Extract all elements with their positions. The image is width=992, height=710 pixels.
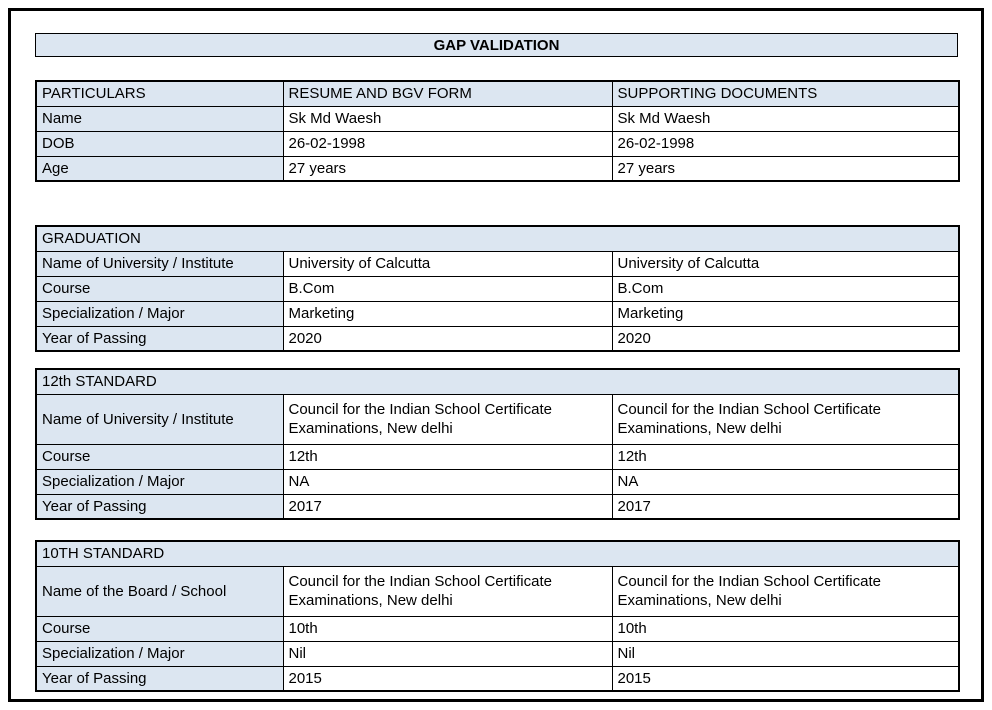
table-row-name: Name Sk Md Waesh Sk Md Waesh xyxy=(35,105,960,132)
value-cell: 10th xyxy=(611,615,960,642)
header-cell-supporting: SUPPORTING DOCUMENTS xyxy=(611,80,960,107)
label-cell: Name xyxy=(35,105,284,132)
table-row-university: Name of University / Institute Universit… xyxy=(35,250,960,277)
value-cell: Sk Md Waesh xyxy=(282,105,613,132)
value-cell: 2020 xyxy=(611,325,960,352)
page-title-text: GAP VALIDATION xyxy=(433,36,560,54)
table-row-specialization: Specialization / Major Marketing Marketi… xyxy=(35,300,960,327)
label-cell: Year of Passing xyxy=(35,665,284,692)
label-cell: DOB xyxy=(35,130,284,157)
label-cell: Specialization / Major xyxy=(35,640,284,667)
label-cell: Year of Passing xyxy=(35,325,284,352)
value-cell: 2017 xyxy=(282,493,613,520)
table-row-specialization: Specialization / Major NA NA xyxy=(35,468,960,495)
value-cell: 2017 xyxy=(611,493,960,520)
value-cell: 12th xyxy=(282,443,613,470)
page-content: GAP VALIDATION PARTICULARS RESUME AND BG… xyxy=(11,11,981,692)
section-title-row: 10TH STANDARD xyxy=(35,540,960,567)
value-cell: Marketing xyxy=(282,300,613,327)
label-cell: Name of University / Institute xyxy=(35,393,284,445)
label-cell: Specialization / Major xyxy=(35,300,284,327)
table-row-university: Name of University / Institute Council f… xyxy=(35,393,960,445)
table-row-course: Course B.Com B.Com xyxy=(35,275,960,302)
document-page: GAP VALIDATION PARTICULARS RESUME AND BG… xyxy=(8,8,984,702)
value-cell: Council for the Indian School Certificat… xyxy=(611,565,960,617)
value-cell: University of Calcutta xyxy=(611,250,960,277)
value-cell: 27 years xyxy=(282,155,613,182)
value-cell: 26-02-1998 xyxy=(611,130,960,157)
header-cell-particulars: PARTICULARS xyxy=(35,80,284,107)
table-row-course: Course 12th 12th xyxy=(35,443,960,470)
table-row-age: Age 27 years 27 years xyxy=(35,155,960,182)
table-row-year: Year of Passing 2020 2020 xyxy=(35,325,960,352)
twelfth-standard-table: 12th STANDARD Name of University / Insti… xyxy=(35,368,961,520)
particulars-header-row: PARTICULARS RESUME AND BGV FORM SUPPORTI… xyxy=(35,80,960,107)
label-cell: Course xyxy=(35,615,284,642)
value-cell: 26-02-1998 xyxy=(282,130,613,157)
value-cell: B.Com xyxy=(611,275,960,302)
table-row-specialization: Specialization / Major Nil Nil xyxy=(35,640,960,667)
section-title-row: 12th STANDARD xyxy=(35,368,960,395)
label-cell: Age xyxy=(35,155,284,182)
section-title-10th: 10TH STANDARD xyxy=(35,540,960,567)
table-row-board: Name of the Board / School Council for t… xyxy=(35,565,960,617)
section-title-12th: 12th STANDARD xyxy=(35,368,960,395)
header-cell-resume: RESUME AND BGV FORM xyxy=(282,80,613,107)
value-cell: 2015 xyxy=(611,665,960,692)
value-cell: 10th xyxy=(282,615,613,642)
label-cell: Year of Passing xyxy=(35,493,284,520)
graduation-table: GRADUATION Name of University / Institut… xyxy=(35,225,960,352)
value-cell: Council for the Indian School Certificat… xyxy=(611,393,960,445)
table-row-year: Year of Passing 2017 2017 xyxy=(35,493,960,520)
label-cell: Name of the Board / School xyxy=(35,565,284,617)
label-cell: Specialization / Major xyxy=(35,468,284,495)
label-cell: Course xyxy=(35,275,284,302)
particulars-table: PARTICULARS RESUME AND BGV FORM SUPPORTI… xyxy=(35,80,960,182)
value-cell: University of Calcutta xyxy=(282,250,613,277)
value-cell: NA xyxy=(611,468,960,495)
table-row-year: Year of Passing 2015 2015 xyxy=(35,665,960,692)
value-cell: 12th xyxy=(611,443,960,470)
value-cell: Sk Md Waesh xyxy=(611,105,960,132)
value-cell: 2015 xyxy=(282,665,613,692)
page-title: GAP VALIDATION xyxy=(35,33,958,57)
section-title-row: GRADUATION xyxy=(35,225,960,252)
label-cell: Name of University / Institute xyxy=(35,250,284,277)
table-row-course: Course 10th 10th xyxy=(35,615,960,642)
value-cell: Nil xyxy=(282,640,613,667)
value-cell: 2020 xyxy=(282,325,613,352)
label-cell: Course xyxy=(35,443,284,470)
value-cell: Nil xyxy=(611,640,960,667)
value-cell: 27 years xyxy=(611,155,960,182)
value-cell: NA xyxy=(282,468,613,495)
value-cell: Marketing xyxy=(611,300,960,327)
section-title-graduation: GRADUATION xyxy=(35,225,960,252)
tenth-standard-table: 10TH STANDARD Name of the Board / School… xyxy=(35,540,960,692)
value-cell: Council for the Indian School Certificat… xyxy=(282,565,613,617)
value-cell: Council for the Indian School Certificat… xyxy=(282,393,613,445)
table-row-dob: DOB 26-02-1998 26-02-1998 xyxy=(35,130,960,157)
value-cell: B.Com xyxy=(282,275,613,302)
